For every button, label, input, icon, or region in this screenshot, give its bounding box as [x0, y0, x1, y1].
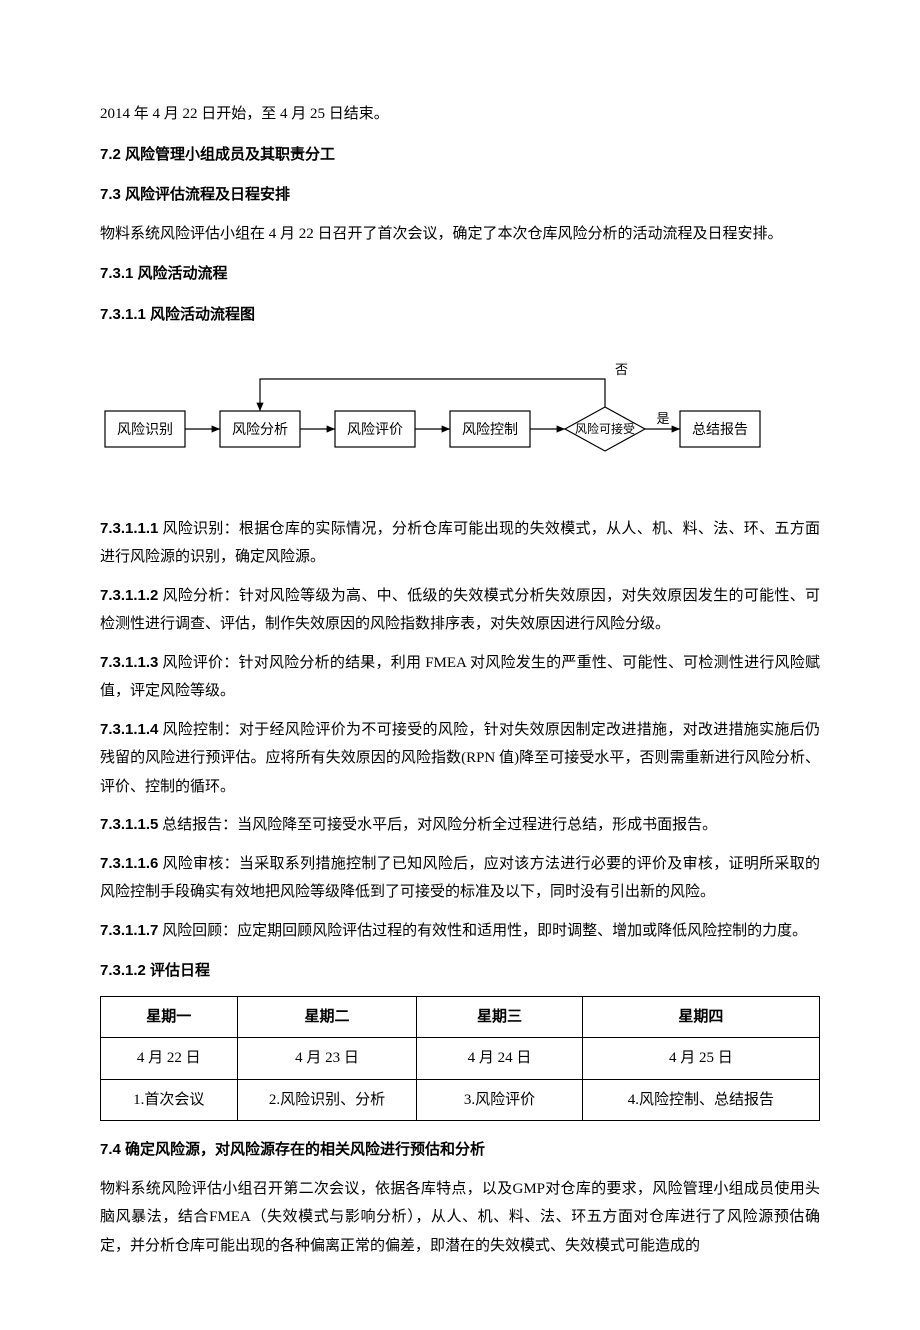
heading-7-3-1: 7.3.1 风险活动流程 [100, 260, 820, 289]
para-7-3: 物料系统风险评估小组在 4 月 22 日召开了首次会议，确定了本次仓库风险分析的… [100, 220, 820, 249]
heading-7-2: 7.2 风险管理小组成员及其职责分工 [100, 141, 820, 170]
flowchart-svg: 风险识别 风险分析 风险评价 风险控制 总结报告 风险可接受 否是 [100, 354, 820, 474]
num-4: 7.3.1.1.4 [100, 721, 158, 738]
para-7-3-1-1-6: 7.3.1.1.6 风险审核：当采取系列措施控制了已知风险后，应对该方法进行必要… [100, 850, 820, 907]
num-6: 7.3.1.1.6 [100, 855, 158, 872]
td-d0: 4 月 22 日 [101, 1038, 238, 1080]
table-row-tasks: 1.首次会议 2.风险识别、分析 3.风险评价 4.风险控制、总结报告 [101, 1079, 820, 1121]
num-3: 7.3.1.1.3 [100, 654, 158, 671]
td-d1: 4 月 23 日 [237, 1038, 417, 1080]
td-d2: 4 月 24 日 [417, 1038, 582, 1080]
th-0: 星期一 [101, 996, 238, 1038]
svg-text:风险识别: 风险识别 [117, 422, 173, 438]
txt-6: 风险审核：当采取系列措施控制了已知风险后，应对该方法进行必要的评价及审核，证明所… [100, 856, 820, 901]
para-7-3-1-1-4: 7.3.1.1.4 风险控制：对于经风险评价为不可接受的风险，针对失效原因制定改… [100, 716, 820, 802]
num-2: 7.3.1.1.2 [100, 587, 158, 604]
heading-7-4: 7.4 确定风险源，对风险源存在的相关风险进行预估和分析 [100, 1136, 820, 1165]
para-7-3-1-1-3: 7.3.1.1.3 风险评价：针对风险分析的结果，利用 FMEA 对风险发生的严… [100, 649, 820, 706]
th-3: 星期四 [582, 996, 819, 1038]
heading-7-3-1-2: 7.3.1.2 评估日程 [100, 957, 820, 986]
num-5: 7.3.1.1.5 [100, 816, 158, 833]
txt-1: 风险识别：根据仓库的实际情况，分析仓库可能出现的失效模式，从人、机、料、法、环、… [100, 521, 820, 566]
para-7-3-1-1-2: 7.3.1.1.2 风险分析：针对风险等级为高、中、低级的失效模式分析失效原因，… [100, 582, 820, 639]
txt-7: 风险回顾：应定期回顾风险评估过程的有效性和适用性，即时调整、增加或降低风险控制的… [158, 923, 807, 939]
schedule-table: 星期一 星期二 星期三 星期四 4 月 22 日 4 月 23 日 4 月 24… [100, 996, 820, 1122]
para-7-3-1-1-7: 7.3.1.1.7 风险回顾：应定期回顾风险评估过程的有效性和适用性，即时调整、… [100, 917, 820, 946]
para-7-3-1-1-5: 7.3.1.1.5 总结报告：当风险降至可接受水平后，对风险分析全过程进行总结，… [100, 811, 820, 840]
svg-text:风险分析: 风险分析 [232, 422, 288, 438]
svg-text:风险控制: 风险控制 [462, 422, 518, 438]
td-t0: 1.首次会议 [101, 1079, 238, 1121]
intro-text: 2014 年 4 月 22 日开始，至 4 月 25 日结束。 [100, 100, 820, 129]
txt-5: 总结报告：当风险降至可接受水平后，对风险分析全过程进行总结，形成书面报告。 [158, 817, 717, 833]
th-2: 星期三 [417, 996, 582, 1038]
num-1: 7.3.1.1.1 [100, 520, 158, 537]
txt-4: 风险控制：对于经风险评价为不可接受的风险，针对失效原因制定改进措施，对改进措施实… [100, 722, 820, 795]
table-row-dates: 4 月 22 日 4 月 23 日 4 月 24 日 4 月 25 日 [101, 1038, 820, 1080]
txt-2: 风险分析：针对风险等级为高、中、低级的失效模式分析失效原因，对失效原因发生的可能… [100, 588, 820, 633]
svg-text:风险可接受: 风险可接受 [575, 421, 635, 436]
td-d3: 4 月 25 日 [582, 1038, 819, 1080]
flowchart-container: 风险识别 风险分析 风险评价 风险控制 总结报告 风险可接受 否是 [100, 354, 820, 485]
svg-text:否: 否 [615, 362, 628, 377]
heading-7-3-1-1: 7.3.1.1 风险活动流程图 [100, 301, 820, 330]
svg-text:风险评价: 风险评价 [347, 422, 403, 438]
txt-3: 风险评价：针对风险分析的结果，利用 FMEA 对风险发生的严重性、可能性、可检测… [100, 655, 820, 700]
svg-text:是: 是 [657, 411, 670, 426]
td-t1: 2.风险识别、分析 [237, 1079, 417, 1121]
td-t2: 3.风险评价 [417, 1079, 582, 1121]
heading-7-3: 7.3 风险评估流程及日程安排 [100, 181, 820, 210]
th-1: 星期二 [237, 996, 417, 1038]
para-7-3-1-1-1: 7.3.1.1.1 风险识别：根据仓库的实际情况，分析仓库可能出现的失效模式，从… [100, 515, 820, 572]
para-7-4: 物料系统风险评估小组召开第二次会议，依据各库特点，以及GMP对仓库的要求，风险管… [100, 1175, 820, 1261]
td-t3: 4.风险控制、总结报告 [582, 1079, 819, 1121]
table-row-header: 星期一 星期二 星期三 星期四 [101, 996, 820, 1038]
num-7: 7.3.1.1.7 [100, 922, 158, 939]
svg-text:总结报告: 总结报告 [692, 422, 748, 438]
